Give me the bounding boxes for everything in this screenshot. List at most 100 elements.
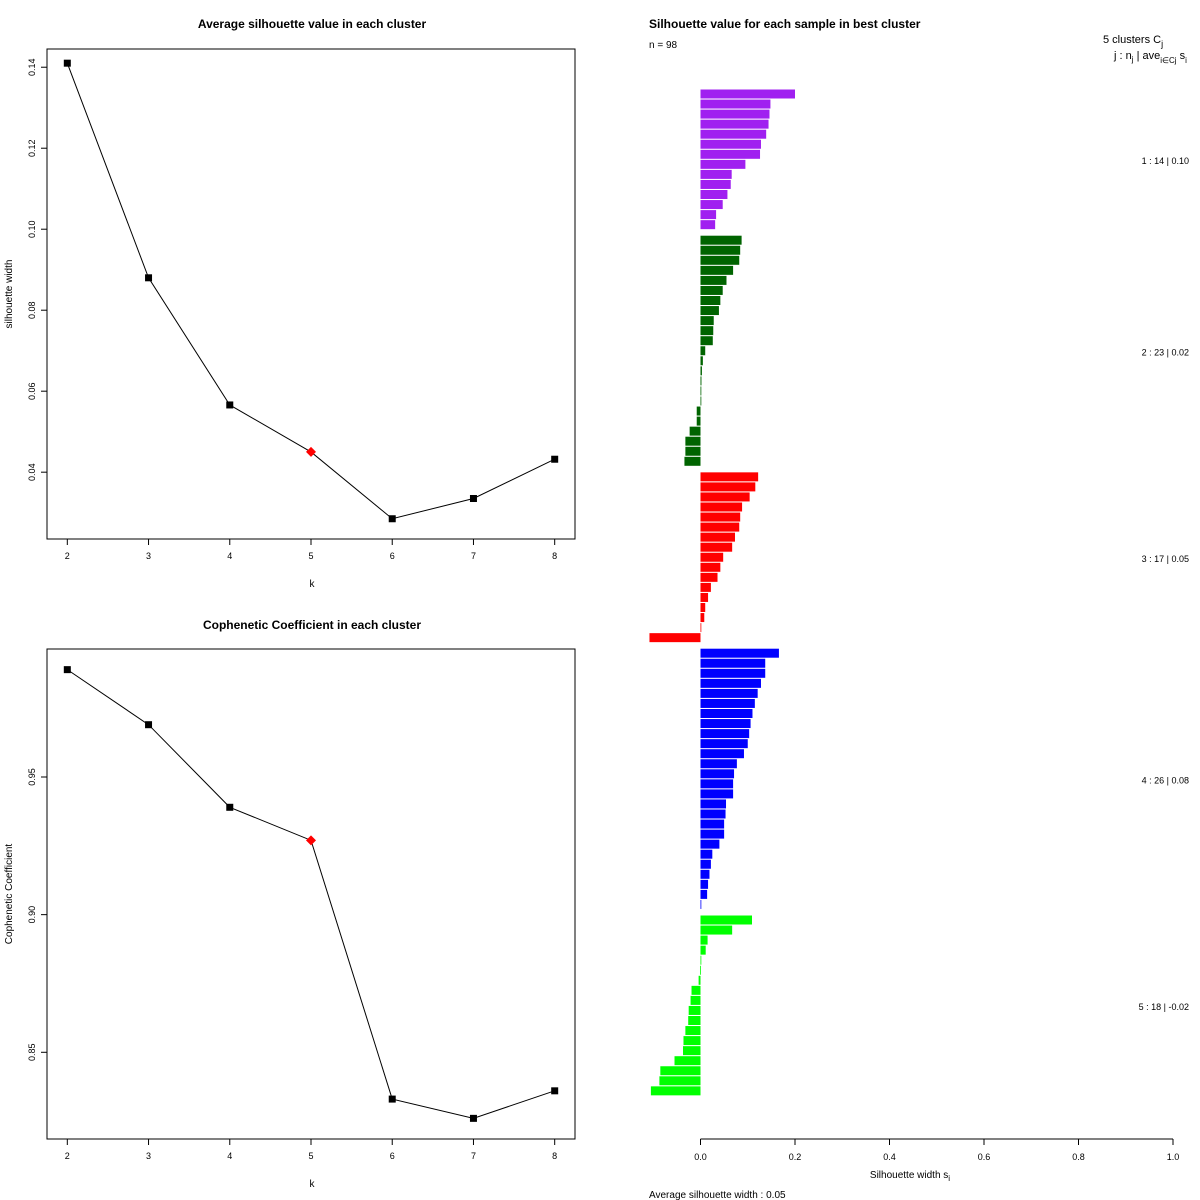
silhouette-bar xyxy=(700,809,726,819)
silhouette-bar xyxy=(700,582,711,592)
y-tick-label: 0.10 xyxy=(27,220,37,238)
silhouette-bar xyxy=(700,739,748,749)
x-tick-label: 4 xyxy=(227,551,232,561)
silhouette-bar xyxy=(700,109,770,119)
silhouette-bar xyxy=(700,658,766,668)
silhouette-bar xyxy=(700,139,761,149)
silhouette-bar xyxy=(700,965,701,975)
silhouette-bar xyxy=(700,316,714,326)
data-point xyxy=(551,1087,559,1095)
x-axis: 2 3 4 5 6 7 8 xyxy=(65,539,557,561)
silhouette-bar xyxy=(700,749,744,759)
silhouette-bar xyxy=(700,99,771,109)
x-tick-label: 8 xyxy=(552,1151,557,1161)
x-tick-label: 5 xyxy=(308,1151,313,1161)
silhouette-bar xyxy=(700,396,702,406)
silhouette-bar xyxy=(700,915,753,925)
silhouette-bar xyxy=(700,925,733,935)
y-tick-label: 0.90 xyxy=(27,906,37,924)
x-tick-label: 7 xyxy=(471,1151,476,1161)
silhouette-bar xyxy=(700,265,734,275)
silhouette-bar xyxy=(700,169,732,179)
silhouette-bar xyxy=(700,859,711,869)
silhouette-bar xyxy=(685,446,701,456)
silhouette-bar xyxy=(685,436,701,446)
silhouette-bar xyxy=(674,1056,701,1066)
silhouette-bar xyxy=(700,149,761,159)
highlight-point xyxy=(306,446,316,457)
silhouette-bar xyxy=(700,935,708,945)
sample-count: n = 98 xyxy=(649,40,678,51)
silhouette-bar xyxy=(700,869,710,879)
y-axis: 0.04 0.06 0.08 0.10 0.12 0.14 xyxy=(27,58,47,481)
silhouette-bar xyxy=(700,889,708,899)
x-tick-label: 0.4 xyxy=(883,1152,896,1162)
silhouette-bar xyxy=(683,1036,701,1046)
silhouette-bar xyxy=(700,829,725,839)
silhouette-bar xyxy=(700,119,769,129)
silhouette-bar xyxy=(700,729,750,739)
silhouette-bar xyxy=(700,376,702,386)
silhouette-bar xyxy=(684,456,701,466)
silhouette-bar xyxy=(700,899,702,909)
silhouette-bar xyxy=(700,129,767,139)
highlight-point xyxy=(306,835,316,846)
series-line xyxy=(67,669,555,1119)
y-axis-label: silhouette width xyxy=(4,260,15,329)
x-tick-label: 6 xyxy=(390,1151,395,1161)
data-point xyxy=(63,59,71,67)
data-point xyxy=(551,455,559,463)
chart-title: Silhouette value for each sample in best… xyxy=(649,17,921,31)
series xyxy=(63,666,559,1122)
plot-frame xyxy=(46,648,576,1140)
silhouette-bar xyxy=(700,819,725,829)
silhouette-line-chart: Average silhouette value in each cluster… xyxy=(4,17,576,590)
silhouette-bar xyxy=(700,668,766,678)
silhouette-bar xyxy=(700,769,735,779)
silhouette-bar xyxy=(700,709,753,718)
silhouette-bar xyxy=(700,613,705,623)
silhouette-bar xyxy=(700,512,741,522)
silhouette-bar xyxy=(649,633,701,643)
silhouette-bar xyxy=(700,210,717,220)
x-axis: 0.0 0.2 0.4 0.6 0.8 1.0 xyxy=(694,1138,1180,1162)
silhouette-bar xyxy=(700,623,702,633)
silhouette-bar xyxy=(700,562,721,572)
silhouette-bar xyxy=(700,552,724,562)
silhouette-bar xyxy=(700,678,761,688)
silhouette-bar xyxy=(700,879,709,889)
silhouette-bar xyxy=(700,336,713,346)
x-axis-label: k xyxy=(310,579,316,590)
cluster-label: 1 : 14 | 0.10 xyxy=(1142,156,1189,166)
silhouette-bar xyxy=(700,306,719,316)
silhouette-bar xyxy=(683,1046,701,1056)
x-tick-label: 1.0 xyxy=(1167,1152,1180,1162)
silhouette-bar xyxy=(700,502,743,512)
data-point xyxy=(145,274,153,282)
silhouette-bar xyxy=(700,542,733,552)
silhouette-bar xyxy=(700,719,751,729)
x-tick-label: 8 xyxy=(552,551,557,561)
cluster-label: 5 : 18 | -0.02 xyxy=(1139,1002,1189,1012)
silhouette-bar xyxy=(700,356,703,366)
silhouette-bar xyxy=(700,492,750,502)
y-axis: 0.85 0.90 0.95 xyxy=(27,768,47,1061)
silhouette-bar xyxy=(700,849,713,859)
data-point xyxy=(388,1095,396,1103)
series xyxy=(63,59,559,523)
silhouette-bar xyxy=(685,1026,701,1036)
silhouette-bar xyxy=(700,179,731,189)
silhouette-bar xyxy=(688,1005,701,1015)
silhouette-bar xyxy=(700,955,702,965)
y-tick-label: 0.08 xyxy=(27,301,37,319)
silhouette-bar xyxy=(700,945,706,955)
silhouette-bar xyxy=(700,190,728,199)
x-tick-label: 4 xyxy=(227,1151,232,1161)
x-tick-label: 3 xyxy=(146,1151,151,1161)
x-tick-label: 2 xyxy=(65,1151,70,1161)
y-tick-label: 0.95 xyxy=(27,768,37,786)
silhouette-bar xyxy=(700,275,727,285)
silhouette-bar xyxy=(700,532,735,542)
silhouette-bar xyxy=(700,688,758,698)
silhouette-bar xyxy=(700,255,740,265)
